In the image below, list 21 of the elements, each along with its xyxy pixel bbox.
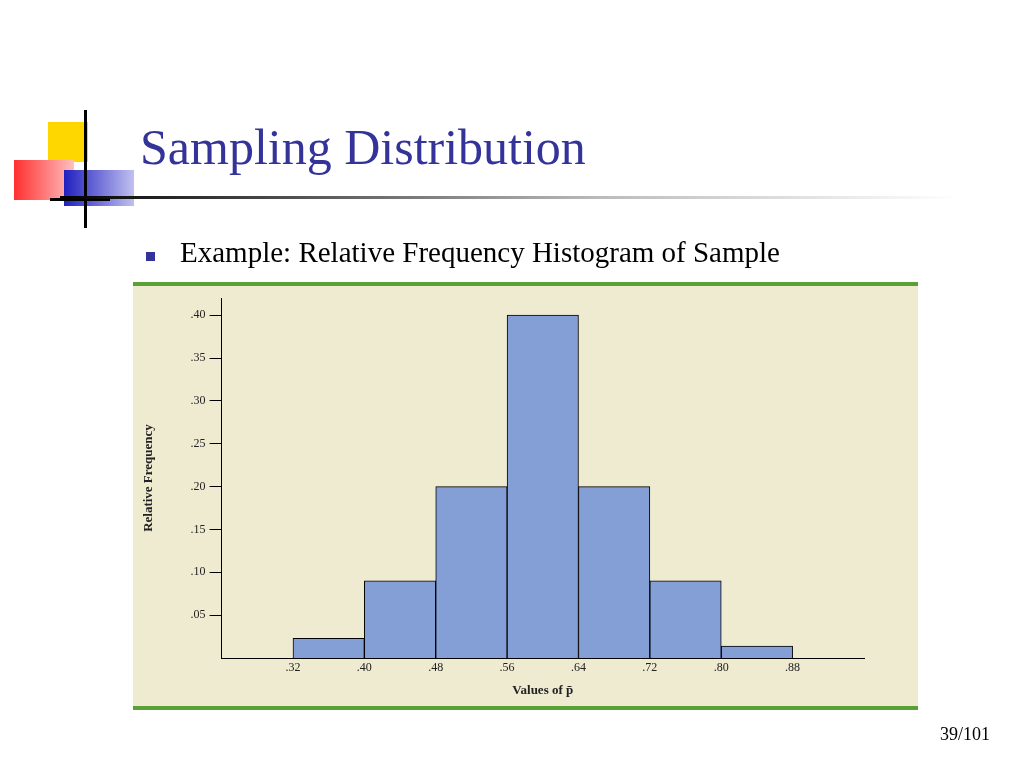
y-tick-label: .35 — [190, 350, 206, 365]
x-tick-label: .32 — [285, 660, 301, 675]
x-tick-label: .64 — [570, 660, 586, 675]
chart-title: Sampling Distribution — [140, 118, 586, 176]
x-tick-label: .72 — [642, 660, 658, 675]
y-tick-label: .25 — [190, 435, 206, 450]
x-axis-title: Values of p̄ — [512, 681, 574, 697]
x-tick-label: .48 — [428, 660, 444, 675]
x-tick-label: .80 — [713, 660, 729, 675]
y-tick-label: .40 — [190, 307, 206, 322]
y-tick-label: .30 — [190, 393, 206, 408]
x-tick-label: .40 — [356, 660, 372, 675]
x-tick-label: .88 — [785, 660, 801, 675]
x-tick-label: .56 — [499, 660, 515, 675]
y-axis-title: Relative Frequency — [140, 423, 156, 532]
chart-subtitle: Example: Relative Frequency Histogram of Sample — [180, 236, 780, 269]
y-tick-label: .05 — [190, 607, 206, 622]
y-tick-label: .15 — [190, 521, 206, 536]
y-tick-label: .10 — [190, 564, 206, 579]
text: 39/101 — [939, 724, 990, 745]
y-tick-label: .20 — [190, 478, 206, 493]
